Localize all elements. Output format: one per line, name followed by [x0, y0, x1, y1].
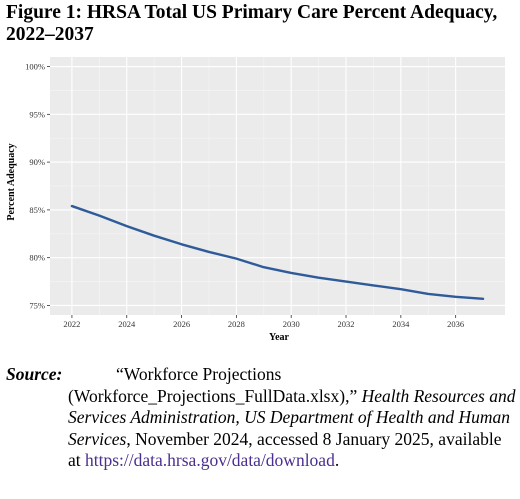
- source-date: , November 2024, accessed 8 January 2025…: [68, 428, 502, 471]
- source-citation: Source: “Workforce Projections (Workforce…: [6, 364, 518, 472]
- line-chart: 75% 80% 85% 90% 95% 100% 2022 2024 2026 2028 2030 2…: [6, 57, 505, 343]
- y-tick-label: 100%: [25, 62, 45, 72]
- x-axis-label: Year: [269, 332, 290, 343]
- y-tick-label: 80%: [29, 253, 45, 263]
- source-quote-open: “Workforce Projections: [116, 364, 282, 384]
- series-line-0: [70, 204, 485, 300]
- source-publisher: Health Resources and Services Administra…: [68, 385, 516, 449]
- source-label: Source:: [6, 364, 63, 384]
- x-tick-label: 2028: [228, 319, 245, 329]
- y-tick-label: 95%: [29, 109, 45, 119]
- x-tick-label: 2032: [338, 319, 355, 329]
- source-url-link[interactable]: https://data.hrsa.gov/data/download: [85, 450, 335, 470]
- y-axis-label: Percent Adequacy: [6, 143, 17, 220]
- x-tick-label: 2024: [118, 319, 136, 329]
- x-tick-label: 2026: [173, 319, 190, 329]
- x-tick-label: 2030: [283, 319, 300, 329]
- figure-title: Figure 1: HRSA Total US Primary Care Per…: [6, 2, 498, 45]
- source-file: (Workforce_Projections_FullData.xlsx),”: [68, 385, 358, 406]
- y-tick-label: 85%: [29, 205, 45, 215]
- y-tick-label: 75%: [29, 300, 45, 310]
- x-tick-label: 2036: [447, 319, 464, 329]
- x-tick-label: 2022: [63, 319, 80, 329]
- source-end: .: [334, 450, 340, 470]
- y-tick-label: 90%: [29, 157, 45, 167]
- x-tick-label: 2034: [392, 319, 410, 329]
